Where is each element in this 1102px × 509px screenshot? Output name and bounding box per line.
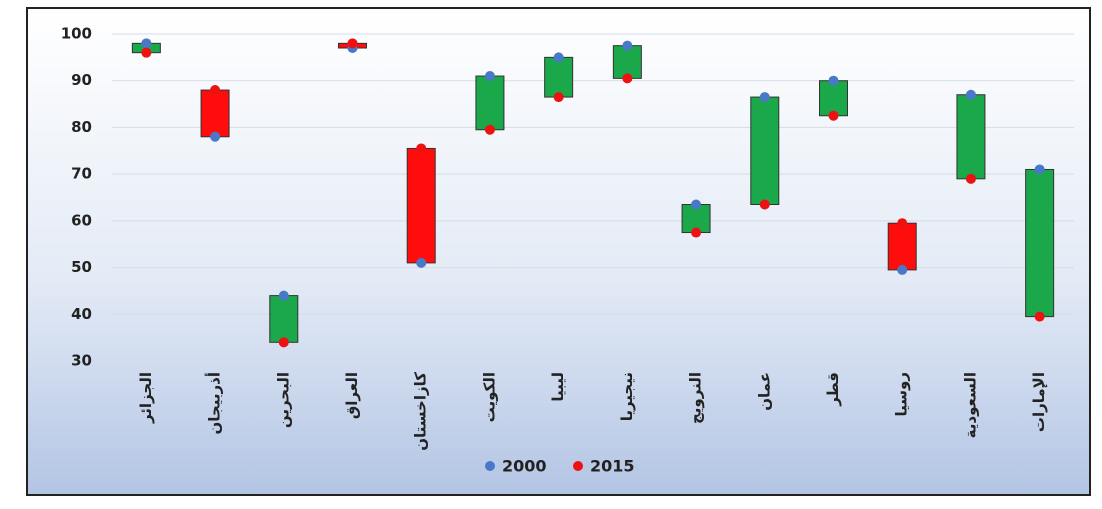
x-tick-label: أذربيجان bbox=[205, 372, 224, 434]
point bbox=[278, 337, 289, 348]
range-bar bbox=[544, 56, 574, 98]
x-tick-label: النرويج bbox=[687, 372, 705, 424]
point bbox=[553, 52, 564, 63]
point bbox=[553, 92, 564, 103]
point bbox=[210, 85, 221, 96]
point bbox=[141, 47, 152, 58]
legend-label: 2015 bbox=[590, 457, 635, 476]
point bbox=[691, 199, 702, 210]
point bbox=[210, 131, 221, 142]
point bbox=[416, 257, 427, 268]
range-bar bbox=[269, 295, 299, 343]
x-tick-label: الجزائر bbox=[137, 372, 155, 424]
y-tick-label: 40 bbox=[71, 305, 92, 323]
point bbox=[1034, 164, 1045, 175]
point bbox=[828, 110, 839, 121]
x-tick-label: الإمارات bbox=[1030, 372, 1048, 432]
x-tick-label: روسيا bbox=[893, 372, 911, 416]
point bbox=[141, 38, 152, 49]
x-tick-label: الكويت bbox=[480, 372, 498, 422]
range-bar bbox=[406, 147, 436, 264]
x-tick-label: ليبيا bbox=[549, 372, 567, 402]
point bbox=[484, 71, 495, 82]
point bbox=[622, 40, 633, 51]
x-tick-label: السعودية bbox=[961, 372, 979, 438]
legend-marker bbox=[573, 461, 583, 471]
range-bar bbox=[475, 75, 505, 131]
point bbox=[897, 218, 908, 229]
legend-label: 2000 bbox=[502, 457, 547, 476]
point bbox=[897, 264, 908, 275]
point bbox=[1034, 311, 1045, 322]
y-tick-label: 100 bbox=[61, 25, 92, 43]
range-bar bbox=[819, 80, 848, 117]
range-bar bbox=[200, 89, 230, 138]
x-tick-label: عمان bbox=[755, 372, 773, 411]
legend-marker bbox=[485, 461, 495, 471]
point bbox=[759, 92, 770, 103]
y-tick-label: 90 bbox=[71, 71, 92, 89]
point bbox=[622, 73, 633, 84]
x-tick-label: البحرين bbox=[274, 372, 292, 428]
point bbox=[416, 143, 427, 154]
y-tick-label: 70 bbox=[71, 165, 92, 183]
point bbox=[759, 199, 770, 210]
y-tick-label: 50 bbox=[71, 258, 92, 276]
x-tick-label: كازاخستان bbox=[412, 372, 430, 451]
point bbox=[965, 89, 976, 100]
y-tick-label: 30 bbox=[71, 352, 92, 370]
point bbox=[691, 227, 702, 238]
point bbox=[484, 124, 495, 135]
x-tick-label: نيجيريا bbox=[618, 372, 636, 421]
y-tick-label: 60 bbox=[71, 211, 92, 229]
x-tick-label: العراق bbox=[343, 372, 361, 419]
point bbox=[828, 75, 839, 86]
point bbox=[347, 38, 358, 49]
range-bar bbox=[956, 94, 986, 180]
range-bar bbox=[887, 222, 917, 271]
x-tick-label: قطر bbox=[824, 372, 842, 407]
point bbox=[278, 290, 289, 301]
range-bar bbox=[750, 96, 780, 206]
point bbox=[965, 173, 976, 184]
y-tick-label: 80 bbox=[71, 118, 92, 136]
range-bar bbox=[1025, 168, 1055, 318]
